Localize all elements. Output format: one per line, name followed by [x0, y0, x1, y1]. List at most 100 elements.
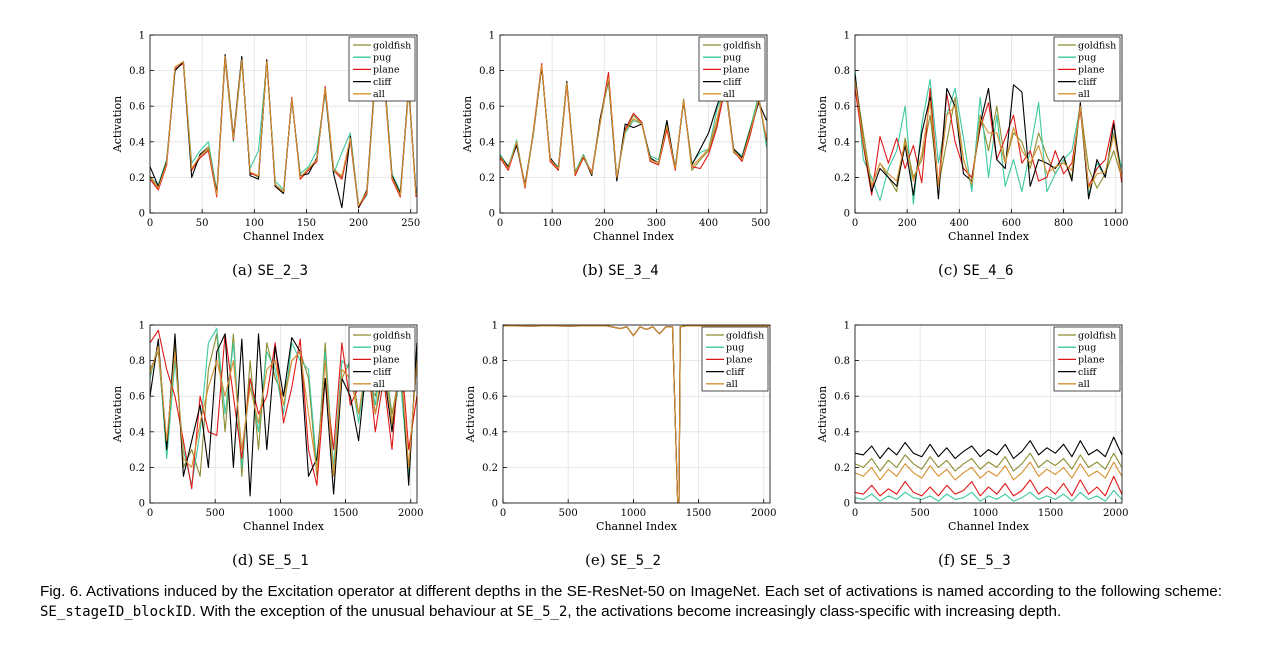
- x-tick-label: 500: [206, 508, 225, 519]
- caption-text-2: . With the exception of the unusual beha…: [191, 603, 517, 620]
- x-tick-label: 1500: [1038, 508, 1063, 519]
- y-tick-label: 0: [844, 499, 850, 510]
- legend-label-goldfish: goldfish: [1078, 40, 1116, 51]
- legend-label-pug: pug: [373, 343, 391, 354]
- x-tick-label: 250: [401, 218, 420, 229]
- x-tick-label: 400: [699, 218, 718, 229]
- axes-frame: [149, 34, 418, 214]
- y-tick-label: 0.6: [482, 392, 498, 403]
- y-axis-title: Activation: [816, 386, 829, 443]
- subcaption-name: SE_5_2: [610, 553, 661, 569]
- subcaption-a: (a) SE_2_3: [232, 261, 308, 279]
- caption-text-3: , the activations become increasingly cl…: [567, 603, 1062, 620]
- y-tick-label: 0.4: [129, 137, 145, 148]
- chart-c: 0 200 400 600 800 1000 0 0.2 0.4 0.6 0.8 1 Channel I…: [816, 31, 1128, 244]
- series-line-all: [149, 55, 417, 207]
- series-line-pug: [854, 70, 1123, 205]
- y-tick-label: 0.8: [129, 356, 145, 367]
- legend-label-goldfish: goldfish: [373, 330, 411, 341]
- x-tick-label: 0: [147, 508, 153, 519]
- x-tick-label: 600: [1002, 218, 1021, 229]
- y-tick-label: 0.4: [834, 427, 850, 438]
- chart-d: 0 500 1000 1500 2000 0 0.2 0.4 0.6 0.8 1 Channel In…: [111, 321, 423, 534]
- y-tick-label: 0.8: [834, 356, 850, 367]
- y-tick-label: 0.2: [479, 173, 495, 184]
- y-tick-label: 0.8: [129, 66, 145, 77]
- x-tick-label: 1000: [621, 508, 646, 519]
- y-tick-label: 0: [489, 209, 495, 220]
- x-tick-label: 1000: [268, 508, 293, 519]
- series-line-pug: [854, 489, 1123, 502]
- x-tick-label: 500: [911, 508, 930, 519]
- axes-frame: [854, 324, 1123, 504]
- x-tick-label: 0: [147, 218, 153, 229]
- legend-label-plane: plane: [373, 65, 400, 76]
- legend-label-goldfish: goldfish: [723, 40, 761, 51]
- y-tick-label: 0.6: [834, 392, 850, 403]
- legend-label-all: all: [373, 89, 385, 100]
- legend-label-pug: pug: [1078, 53, 1096, 64]
- legend-label-all: all: [726, 379, 738, 390]
- subcaption-label: (b): [582, 261, 604, 279]
- series-group: [503, 325, 770, 504]
- legend-label-plane: plane: [1078, 355, 1105, 366]
- x-tick-label: 100: [543, 218, 562, 229]
- legend-label-plane: plane: [726, 355, 753, 366]
- subcaption-name: SE_5_1: [258, 553, 309, 569]
- series-line-plane: [854, 475, 1123, 497]
- legend-label-cliff: cliff: [723, 77, 742, 88]
- series-line-all: [149, 345, 418, 477]
- chart-panel-d: 0 500 1000 1500 2000 0 0.2 0.4 0.6 0.8 1 Channel In…: [95, 315, 435, 545]
- legend-label-all: all: [723, 89, 735, 100]
- subcaption-name: SE_4_6: [962, 263, 1014, 279]
- series-group: [854, 70, 1123, 205]
- series-line-all: [854, 79, 1123, 189]
- x-tick-label: 200: [898, 218, 917, 229]
- y-tick-label: 1: [489, 31, 495, 42]
- x-tick-label: 150: [297, 218, 316, 229]
- y-tick-label: 1: [139, 321, 145, 332]
- chart-e: 0 500 1000 1500 2000 0 0.2 0.4 0.6 0.8 1 Channel In…: [464, 321, 776, 534]
- x-tick-label: 300: [647, 218, 666, 229]
- y-tick-label: 0.6: [834, 102, 850, 113]
- chart-panel-a: 0 50 100 150 200 250 0 0.2 0.4 0.6 0.8 1 Channel Ind…: [95, 25, 435, 255]
- legend-label-plane: plane: [373, 355, 400, 366]
- x-tick-label: 400: [950, 218, 969, 229]
- legend-label-pug: pug: [726, 343, 744, 354]
- legend-label-pug: pug: [373, 53, 391, 64]
- legend-label-cliff: cliff: [726, 367, 745, 378]
- subcaption-b: (b) SE_3_4: [582, 261, 659, 279]
- subcaption-c: (c) SE_4_6: [938, 261, 1013, 279]
- legend-label-plane: plane: [723, 65, 750, 76]
- y-tick-label: 1: [844, 321, 850, 332]
- y-tick-label: 0.4: [479, 137, 495, 148]
- legend-label-goldfish: goldfish: [373, 40, 411, 51]
- caption-prefix: Fig. 6.: [40, 583, 83, 600]
- y-tick-label: 0.6: [129, 392, 145, 403]
- x-tick-label: 500: [559, 508, 578, 519]
- x-axis-title: Channel Index: [596, 520, 678, 533]
- y-tick-label: 0.8: [834, 66, 850, 77]
- subcaption-d: (d) SE_5_1: [232, 551, 309, 569]
- legend-label-cliff: cliff: [1078, 77, 1097, 88]
- chart-panel-e: 0 500 1000 1500 2000 0 0.2 0.4 0.6 0.8 1 Channel In…: [448, 315, 788, 545]
- y-tick-label: 0.6: [129, 102, 145, 113]
- y-tick-label: 0.2: [482, 463, 498, 474]
- x-tick-label: 500: [751, 218, 770, 229]
- x-axis-title: Channel Index: [948, 520, 1030, 533]
- x-tick-label: 1500: [686, 508, 711, 519]
- legend-label-pug: pug: [1078, 343, 1096, 354]
- x-axis-title: Channel Index: [593, 230, 675, 243]
- y-tick-label: 0: [139, 209, 145, 220]
- y-tick-label: 1: [139, 31, 145, 42]
- x-tick-label: 0: [500, 508, 506, 519]
- subcaption-label: (d): [232, 551, 254, 569]
- x-tick-label: 2000: [1103, 508, 1128, 519]
- y-tick-label: 0.2: [129, 173, 145, 184]
- series-line-goldfish: [854, 452, 1123, 472]
- chart-panel-c: 0 200 400 600 800 1000 0 0.2 0.4 0.6 0.8 1 Channel I…: [800, 25, 1140, 255]
- legend-label-pug: pug: [723, 53, 741, 64]
- x-tick-label: 200: [349, 218, 368, 229]
